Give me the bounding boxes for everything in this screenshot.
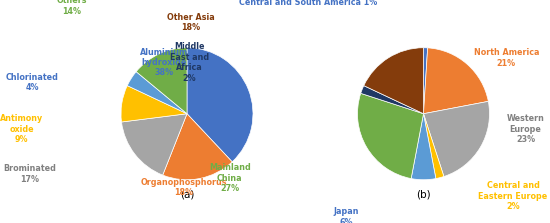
- Wedge shape: [187, 48, 253, 162]
- Title: (b): (b): [416, 190, 431, 200]
- Text: Others
14%: Others 14%: [56, 0, 87, 16]
- Text: Central and South America 1%: Central and South America 1%: [239, 0, 377, 7]
- Wedge shape: [163, 114, 232, 180]
- Wedge shape: [361, 86, 424, 114]
- Text: Central and
Eastern Europe
2%: Central and Eastern Europe 2%: [478, 181, 548, 211]
- Wedge shape: [122, 114, 187, 175]
- Text: North America
21%: North America 21%: [474, 48, 539, 68]
- Text: Western
Europe
23%: Western Europe 23%: [507, 114, 544, 144]
- Text: Aluminium
hydroxide
38%: Aluminium hydroxide 38%: [140, 47, 189, 77]
- Wedge shape: [424, 114, 444, 179]
- Text: Organophosphorus
18%: Organophosphorus 18%: [140, 178, 227, 197]
- Wedge shape: [358, 93, 424, 179]
- Wedge shape: [136, 48, 187, 114]
- Wedge shape: [364, 48, 424, 114]
- Title: (a): (a): [180, 190, 194, 200]
- Wedge shape: [424, 101, 490, 176]
- Wedge shape: [121, 86, 187, 122]
- Text: Brominated
17%: Brominated 17%: [3, 164, 56, 184]
- Wedge shape: [424, 48, 428, 114]
- Text: Chlorinated
4%: Chlorinated 4%: [6, 73, 58, 92]
- Text: Other Asia
18%: Other Asia 18%: [167, 13, 214, 32]
- Wedge shape: [424, 48, 488, 114]
- Text: Mainland
China
27%: Mainland China 27%: [209, 163, 251, 193]
- Wedge shape: [127, 72, 187, 114]
- Text: Middle
East and
Africa
2%: Middle East and Africa 2%: [170, 42, 209, 83]
- Text: Antimony
oxide
9%: Antimony oxide 9%: [0, 114, 43, 144]
- Wedge shape: [411, 114, 436, 180]
- Text: Japan
6%: Japan 6%: [334, 207, 359, 223]
